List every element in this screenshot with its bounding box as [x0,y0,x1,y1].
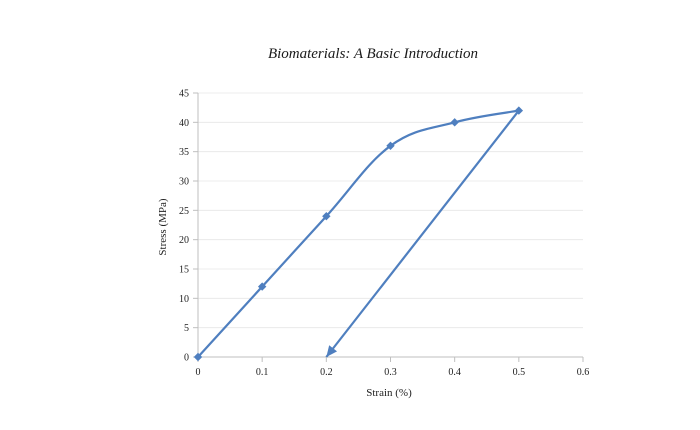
y-tick-label: 45 [179,89,189,100]
data-point-marker [257,282,267,291]
data-point-marker [514,106,524,115]
x-axis-ticks: 0 0.1 0.2 0.3 0.4 0.5 0.6 [196,357,590,378]
y-axis-ticks: 0 5 10 15 20 25 30 35 40 45 [179,89,198,364]
x-tick-label: 0.5 [513,367,526,378]
series-group [193,106,524,362]
x-tick-label: 0.1 [256,367,269,378]
unloading-arrowhead [326,345,338,357]
x-tick-label: 0.4 [448,367,461,378]
x-tick-label: 0.3 [384,367,397,378]
x-tick-label: 0 [196,367,201,378]
y-tick-label: 30 [179,177,189,188]
data-point-marker [322,212,331,221]
data-point-marker [450,118,459,127]
unloading-line [325,109,520,358]
y-axis-label: Stress (MPa) [157,198,169,255]
y-tick-label: 15 [179,265,189,276]
gridlines [198,92,583,329]
data-point-marker [386,141,395,150]
header-title: Biomaterials: A Basic Introduction [267,46,479,62]
axes [197,93,583,358]
y-tick-label: 0 [184,353,189,364]
data-point-marker [193,352,203,362]
y-tick-label: 35 [179,147,189,158]
y-tick-label: 5 [184,323,189,334]
y-tick-label: 10 [179,294,189,305]
y-tick-label: 20 [179,235,189,246]
x-tick-label: 0.6 [577,367,590,378]
x-tick-label: 0.2 [320,367,333,378]
y-tick-label: 40 [179,118,189,129]
y-tick-label: 25 [179,206,189,217]
x-axis-label: Strain (%) [366,387,412,399]
loading-curve [197,109,520,358]
